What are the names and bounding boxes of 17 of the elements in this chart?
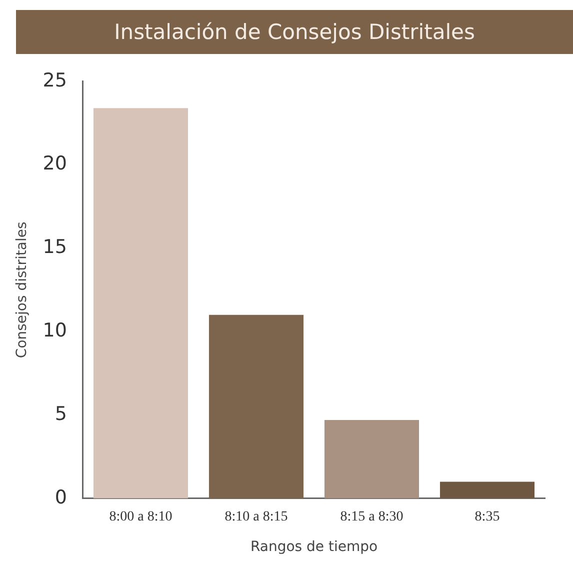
y-tick-label: 25 (42, 69, 67, 92)
x-axis-title: Rangos de tiempo (250, 539, 378, 556)
y-axis-title: Consejos distritales (14, 222, 30, 358)
x-tick-label: 8:15 a 8:30 (340, 509, 404, 524)
bar (208, 314, 304, 498)
y-tick-label: 0 (54, 486, 67, 508)
y-tick-label: 10 (42, 320, 67, 342)
bar (93, 108, 188, 498)
x-tick-label: 8:35 (474, 509, 500, 524)
y-tick-label: 5 (54, 402, 67, 425)
y-tick-label: 20 (42, 152, 67, 175)
x-tick-label: 8:00 a 8:10 (109, 509, 172, 524)
bar (440, 482, 535, 498)
x-tick-label: 8:10 a 8:15 (224, 509, 288, 524)
chart-title: Instalación de Consejos Distritales (16, 10, 573, 54)
bar (324, 420, 420, 498)
y-tick-label: 15 (42, 236, 67, 258)
